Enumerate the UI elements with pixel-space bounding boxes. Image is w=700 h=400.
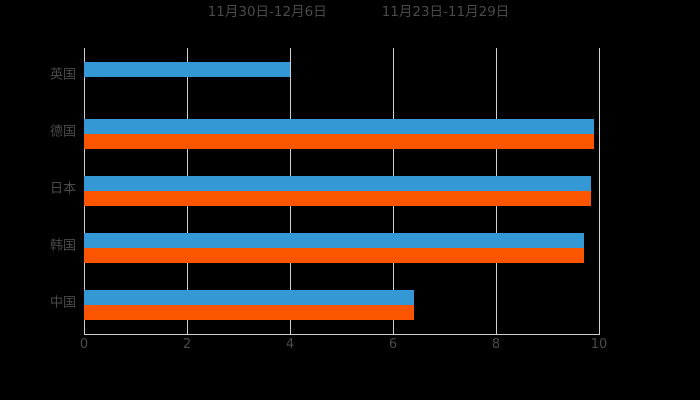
y-axis-label-2: 日本 (49, 181, 76, 197)
x-tick-mark-2 (187, 327, 188, 334)
bar-中国-series-2[interactable] (84, 305, 414, 321)
square-marker-icon (365, 8, 375, 18)
bar-韩国-series-1[interactable] (84, 233, 584, 249)
legend-entry-series-1[interactable]: 11月30日-12月6日 (191, 4, 327, 20)
bar-德国-series-2[interactable] (84, 133, 594, 149)
x-tick-label-0: 0 (79, 337, 89, 352)
x-axis-line (84, 334, 600, 335)
legend-label-series-1: 11月30日-12月6日 (207, 4, 327, 20)
y-axis-labels: 英国 德国 日本 韩国 中国 (0, 0, 76, 400)
y-axis-label-0: 英国 (49, 67, 76, 83)
x-tick-label-2: 2 (182, 337, 192, 352)
legend-entry-series-2[interactable]: 11月23日-11月29日 (365, 4, 510, 20)
circle-marker-icon (191, 8, 201, 18)
bar-日本-series-2[interactable] (84, 191, 592, 206)
chart-legend: 11月30日-12月6日 11月23日-11月29日 (0, 4, 700, 20)
y-axis-label-1: 德国 (49, 124, 76, 140)
y-axis-label-3: 韩国 (49, 238, 76, 254)
bar-日本-series-1[interactable] (84, 176, 592, 191)
plot-area (84, 48, 600, 334)
x-tick-label-8: 8 (491, 337, 501, 352)
bar-中国-series-1[interactable] (84, 290, 414, 306)
x-tick-label-6: 6 (388, 337, 398, 352)
x-tick-label-4: 4 (285, 337, 295, 352)
bar-德国-series-1[interactable] (84, 118, 594, 134)
legend-label-series-2: 11月23日-11月29日 (381, 4, 510, 20)
x-tick-mark-0 (84, 327, 85, 334)
bar-英国-series-1[interactable] (84, 61, 290, 77)
y-axis-label-4: 中国 (49, 295, 76, 311)
x-tick-mark-4 (290, 327, 291, 334)
x-tick-mark-6 (393, 327, 394, 334)
x-tick-label-10: 10 (590, 337, 608, 352)
bar-韩国-series-2[interactable] (84, 248, 584, 264)
x-tick-mark-10 (599, 327, 600, 334)
x-tick-mark-8 (496, 327, 497, 334)
gridline-x-10 (599, 48, 600, 334)
